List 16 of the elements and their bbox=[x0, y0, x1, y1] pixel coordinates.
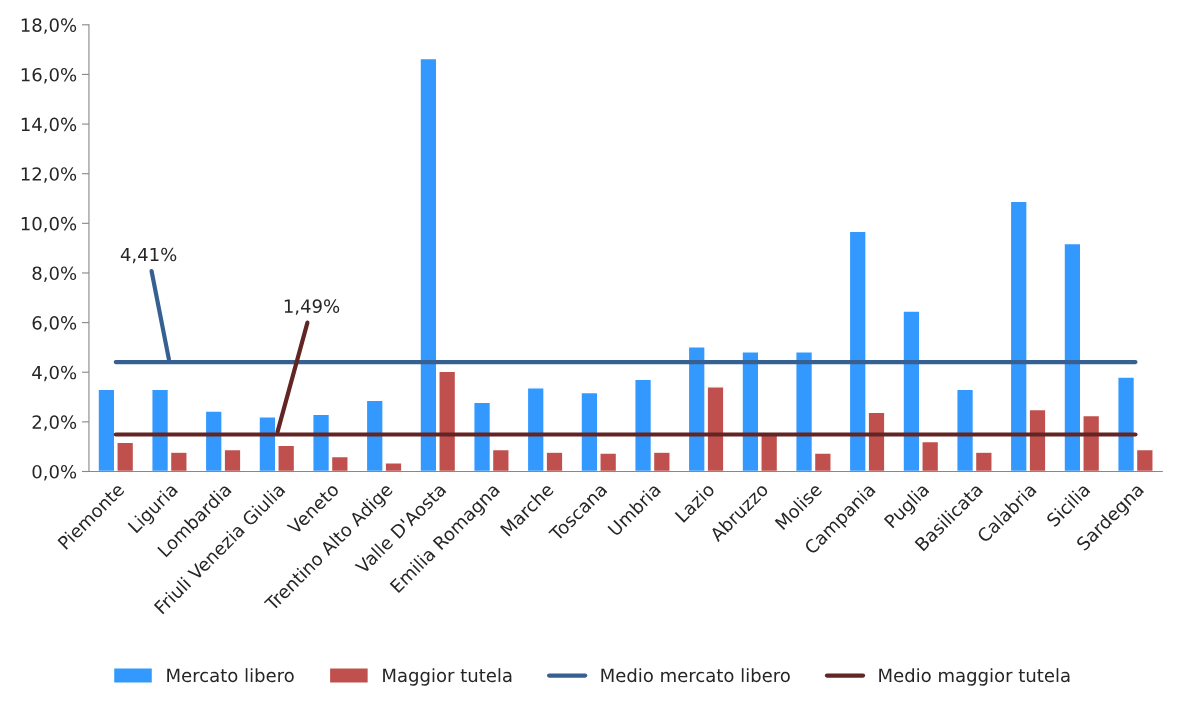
y-tick-label: 18,0% bbox=[21, 18, 77, 34]
annotation: 1,49% bbox=[284, 299, 340, 315]
y-tick-label: 14,0% bbox=[21, 117, 77, 134]
annotation: 4,41% bbox=[120, 247, 177, 264]
y-tick-label: 10,0% bbox=[21, 216, 77, 233]
y-tick-label: 6,0% bbox=[32, 316, 77, 332]
y-tick-label: 12,0% bbox=[21, 167, 77, 183]
y-tick-label: 8,0% bbox=[32, 266, 77, 282]
legend-label: Maggior tutela bbox=[383, 668, 512, 686]
y-tick-label: 2,0% bbox=[32, 415, 77, 431]
y-tick-label: 16,0% bbox=[21, 67, 77, 84]
legend-label: Medio maggior tutela bbox=[879, 668, 1070, 686]
legend-label: Medio mercato libero bbox=[601, 668, 790, 683]
y-tick-label: 0,0% bbox=[32, 464, 77, 481]
legend-label: Mercato libero bbox=[167, 668, 294, 683]
y-tick-label: 4,0% bbox=[32, 365, 77, 382]
